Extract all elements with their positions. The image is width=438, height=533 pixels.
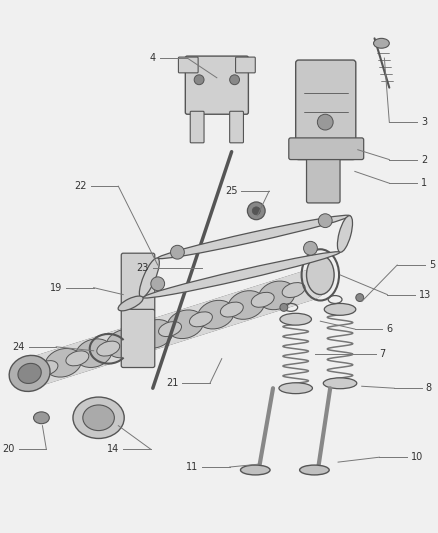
Ellipse shape (228, 290, 265, 319)
Ellipse shape (337, 216, 353, 252)
Ellipse shape (97, 341, 120, 356)
Text: 14: 14 (107, 445, 119, 454)
Circle shape (304, 241, 318, 255)
FancyBboxPatch shape (121, 309, 155, 368)
Text: 10: 10 (411, 452, 423, 462)
Circle shape (280, 303, 288, 311)
Ellipse shape (251, 292, 274, 308)
Ellipse shape (158, 215, 350, 259)
Text: 25: 25 (225, 186, 237, 196)
Ellipse shape (307, 255, 334, 295)
Text: 7: 7 (379, 349, 386, 359)
Ellipse shape (324, 303, 356, 316)
Ellipse shape (167, 310, 204, 338)
Text: 13: 13 (419, 289, 431, 300)
Ellipse shape (323, 378, 357, 389)
Ellipse shape (66, 351, 89, 366)
Ellipse shape (9, 356, 50, 391)
Text: 23: 23 (137, 263, 149, 273)
Text: 19: 19 (50, 282, 62, 293)
Ellipse shape (190, 312, 212, 327)
Ellipse shape (75, 339, 112, 367)
Ellipse shape (374, 38, 389, 48)
FancyBboxPatch shape (178, 57, 198, 73)
Text: 21: 21 (166, 378, 178, 388)
Circle shape (318, 214, 332, 228)
Ellipse shape (106, 329, 143, 358)
Ellipse shape (83, 405, 114, 431)
Ellipse shape (45, 349, 81, 377)
Text: 4: 4 (150, 53, 156, 63)
Ellipse shape (34, 412, 49, 424)
Circle shape (194, 75, 204, 85)
Ellipse shape (139, 258, 159, 297)
Text: 6: 6 (386, 324, 392, 334)
Ellipse shape (240, 465, 270, 475)
Circle shape (356, 294, 364, 302)
Ellipse shape (18, 364, 41, 383)
Ellipse shape (137, 320, 173, 348)
FancyBboxPatch shape (296, 60, 356, 159)
Ellipse shape (280, 313, 311, 325)
Ellipse shape (258, 281, 295, 310)
Text: 5: 5 (429, 260, 435, 270)
Circle shape (252, 207, 260, 215)
FancyBboxPatch shape (289, 138, 364, 159)
Circle shape (151, 277, 165, 290)
Ellipse shape (282, 282, 305, 297)
Ellipse shape (279, 383, 312, 394)
Text: 2: 2 (421, 155, 427, 165)
Circle shape (318, 114, 333, 130)
Text: 22: 22 (74, 181, 87, 191)
Text: 8: 8 (426, 383, 432, 393)
Circle shape (170, 245, 184, 259)
Ellipse shape (220, 302, 243, 317)
Ellipse shape (143, 252, 340, 298)
Ellipse shape (127, 332, 151, 346)
Ellipse shape (118, 296, 143, 311)
FancyBboxPatch shape (230, 111, 244, 143)
FancyBboxPatch shape (185, 56, 248, 114)
Ellipse shape (198, 300, 234, 329)
Text: 3: 3 (421, 117, 427, 127)
Circle shape (247, 202, 265, 220)
Ellipse shape (300, 465, 329, 475)
FancyBboxPatch shape (121, 253, 155, 311)
Text: 20: 20 (3, 445, 15, 454)
Ellipse shape (35, 361, 58, 376)
FancyBboxPatch shape (190, 111, 204, 143)
Text: 11: 11 (186, 462, 198, 472)
Circle shape (230, 75, 240, 85)
Text: 1: 1 (421, 178, 427, 188)
Text: 24: 24 (12, 342, 25, 352)
FancyBboxPatch shape (236, 57, 255, 73)
Ellipse shape (159, 321, 181, 336)
Ellipse shape (73, 397, 124, 439)
FancyBboxPatch shape (307, 155, 340, 203)
